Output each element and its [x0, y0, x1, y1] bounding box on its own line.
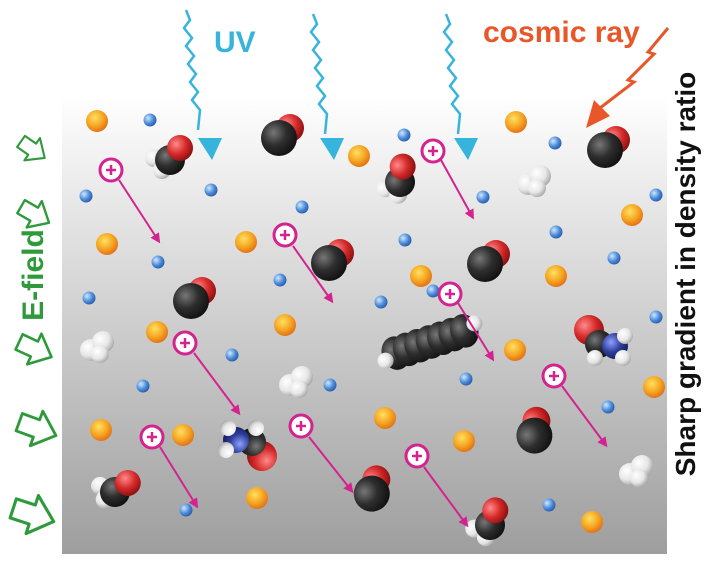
orange-grain-icon: [505, 111, 527, 133]
blue-particle-icon: [607, 251, 621, 265]
ion-drift-arrow: [423, 466, 469, 528]
blue-particle-icon: [549, 225, 563, 239]
orange-grain-icon: [96, 233, 118, 255]
ion-icon: [98, 157, 124, 183]
orange-grain-icon: [581, 511, 603, 533]
ion-drift-arrow: [193, 352, 241, 416]
blue-particle-icon: [143, 113, 157, 127]
blue-particle-icon: [136, 379, 150, 393]
blue-particle-icon: [225, 348, 239, 362]
ion-drift-arrow: [159, 446, 199, 509]
cosmic-ray-arrow-head: [586, 100, 610, 128]
blue-particle-icon: [476, 190, 490, 204]
pah-molecule-icon: [377, 314, 483, 370]
orange-grain-icon: [410, 265, 432, 287]
blue-particle-icon: [82, 291, 96, 305]
orange-grain-icon: [504, 339, 526, 361]
orange-grain-icon: [374, 407, 396, 429]
blue-particle-icon: [601, 400, 615, 414]
blue-particle-icon: [374, 295, 388, 309]
e-field-arrow-icon: [12, 129, 54, 171]
blue-particle-icon: [273, 273, 287, 287]
orange-grain-icon: [274, 314, 296, 336]
ion-drift-arrow: [440, 159, 474, 220]
uv-photon-arrow-2: [309, 13, 329, 135]
ion-icon: [437, 281, 463, 307]
blue-particle-icon: [323, 378, 337, 392]
orange-grain-icon: [545, 265, 567, 287]
orange-grain-icon: [235, 231, 257, 253]
uv-photon-arrow-1: [182, 9, 202, 131]
ion-drift-arrow: [292, 245, 334, 304]
e-field-arrow-icon: [5, 487, 62, 543]
uv-arrow-head-2: [320, 138, 344, 160]
blue-particle-icon: [397, 128, 411, 142]
uv-photon-arrow-3: [442, 13, 462, 135]
orange-grain-icon: [86, 110, 108, 132]
ion-icon: [139, 424, 165, 450]
orange-grain-icon: [643, 376, 665, 398]
density-gradient-label: Sharp gradient in density ratio: [670, 71, 701, 477]
ion-icon: [272, 222, 298, 248]
blue-particle-icon: [426, 284, 440, 298]
ion-icon: [172, 330, 198, 356]
blue-particle-icon: [79, 189, 93, 203]
blue-particle-icon: [459, 372, 473, 386]
ion-icon: [541, 363, 567, 389]
blue-particle-icon: [151, 255, 165, 269]
blue-particle-icon: [398, 233, 412, 247]
blue-particle-icon: [179, 503, 193, 517]
ions: [118, 159, 608, 528]
uv-label: UV: [214, 26, 256, 59]
orange-grain-icon: [453, 430, 475, 452]
blue-particle-icon: [204, 183, 218, 197]
uv-arrow-head-1: [198, 138, 222, 160]
uv-arrow-head-3: [454, 138, 478, 160]
ion-icon: [288, 413, 314, 439]
ion-drift-arrow: [308, 436, 354, 494]
blue-particle-icon: [649, 188, 663, 202]
blue-particle-icon: [295, 200, 309, 214]
cosmic-ray-label: cosmic ray: [483, 16, 640, 49]
ion-drift-arrow: [118, 179, 161, 244]
ion-drift-arrow: [457, 302, 495, 362]
orange-grain-icon: [172, 424, 194, 446]
e-field-arrow-icon: [11, 403, 64, 455]
orange-grain-icon: [90, 419, 112, 441]
ion-icon: [404, 443, 430, 469]
orange-grain-icon: [246, 487, 268, 509]
uv-photon-arrows: [182, 9, 462, 135]
blue-particle-icon: [649, 310, 663, 324]
orange-grain-icon: [146, 321, 168, 343]
ion-drift-arrow: [561, 385, 608, 448]
cosmic-ray-arrow: [599, 27, 670, 110]
orange-grain-icon: [621, 204, 643, 226]
ion-icon: [420, 138, 446, 164]
orange-grain-icon: [348, 145, 370, 167]
e-field-label: E-field: [17, 229, 50, 321]
blue-particle-icon: [548, 136, 562, 150]
blue-particle-icon: [542, 498, 556, 512]
